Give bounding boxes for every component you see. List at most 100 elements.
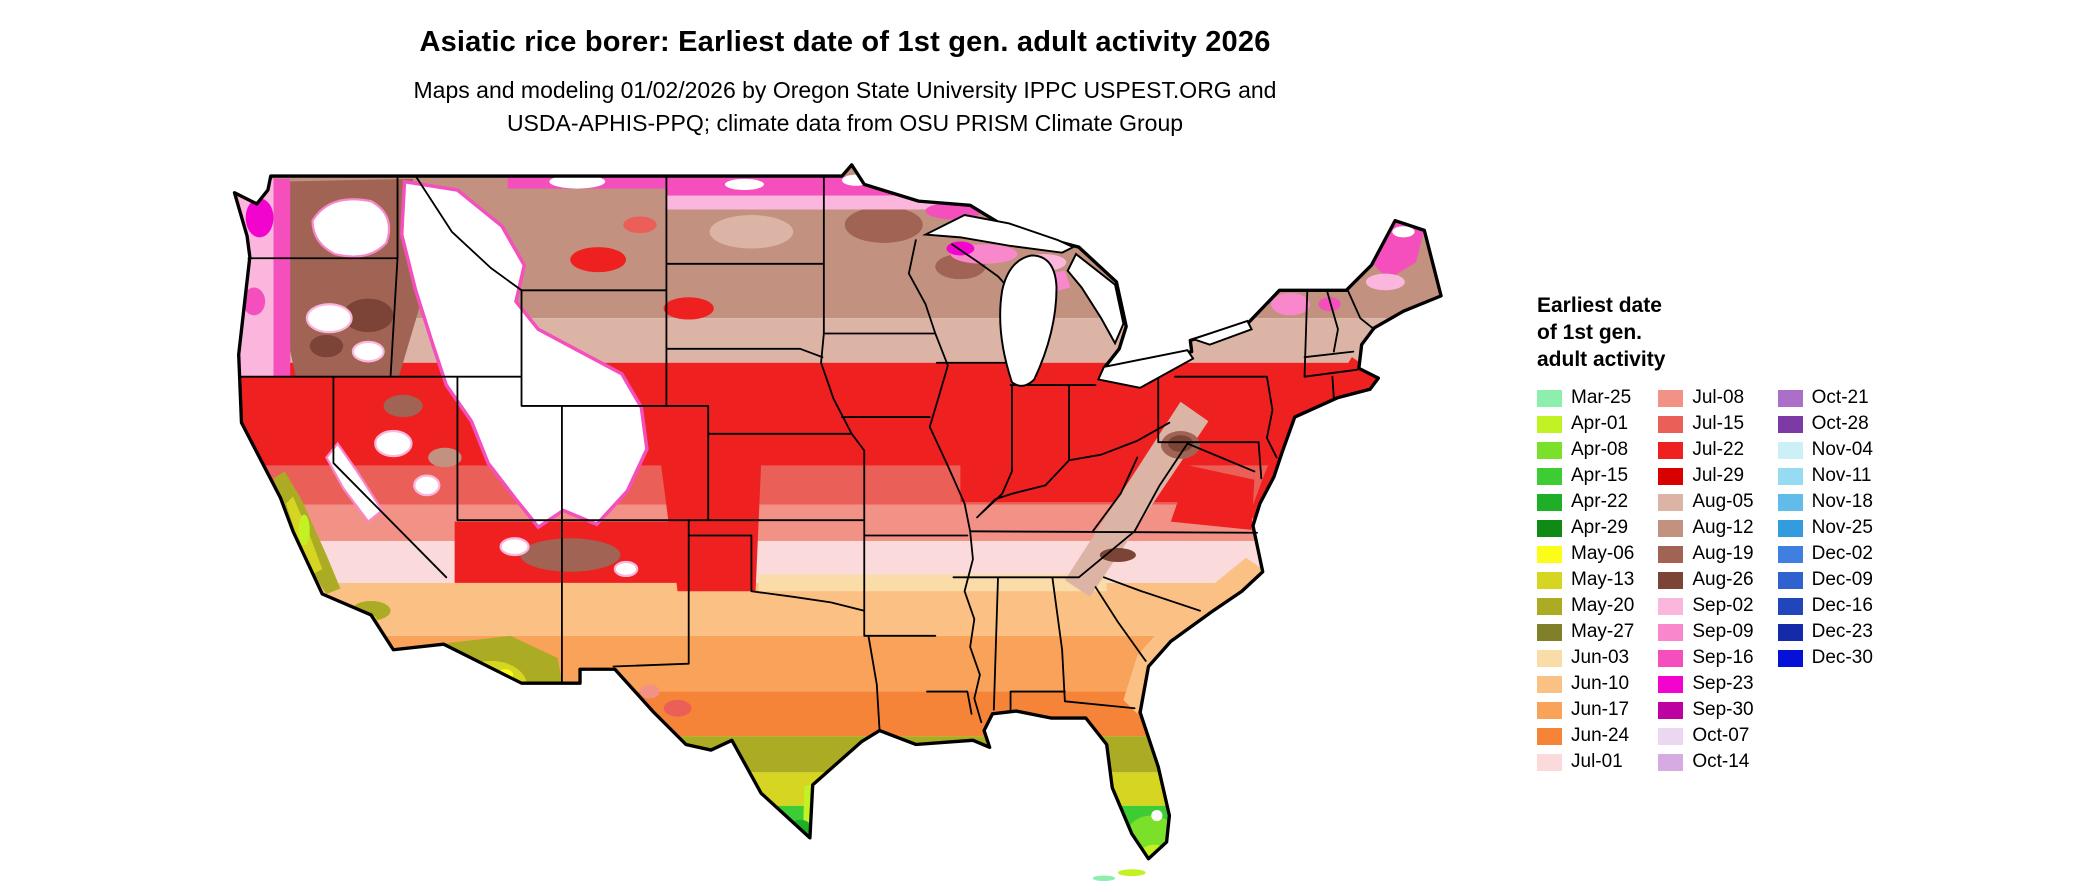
- legend-label: Jun-17: [1571, 699, 1630, 720]
- legend-label: Nov-18: [1811, 491, 1873, 512]
- legend-swatch: [1658, 467, 1684, 485]
- page-title: Asiatic rice borer: Earliest date of 1st…: [419, 26, 1271, 58]
- maine-no-data: [1392, 226, 1415, 238]
- legend-label: Nov-04: [1811, 439, 1873, 460]
- legend-label: Dec-02: [1811, 543, 1873, 564]
- region-central-valley-chartreuse: [298, 514, 310, 546]
- legend-swatch: [1777, 389, 1803, 407]
- nevada-no-data-2: [413, 474, 441, 497]
- region-montana-red-2: [623, 216, 657, 234]
- legend: Earliest date of 1st gen. adult activity…: [1537, 292, 1873, 775]
- legend-entry: Oct-07: [1658, 723, 1753, 749]
- legend-label: Aug-26: [1692, 569, 1754, 590]
- legend-entry: Nov-04: [1777, 437, 1873, 463]
- legend-swatch: [1537, 649, 1562, 667]
- band-orange: [234, 635, 1442, 692]
- legend-swatch: [1537, 623, 1562, 641]
- legend-swatch: [1777, 493, 1803, 511]
- region-west-texas-salmon: [639, 684, 660, 699]
- legend-entry: Aug-19: [1658, 541, 1754, 567]
- legend-entry: Nov-11: [1777, 463, 1873, 489]
- legend-swatch: [1658, 623, 1684, 641]
- region-montana-red: [570, 247, 627, 273]
- legend-swatch: [1658, 701, 1684, 719]
- region-maine-pink: [1365, 273, 1405, 291]
- legend-column-2: Jul-08 Jul-15 Jul-22 Jul-29 Aug-05 Aug-12 Aug-…: [1658, 385, 1754, 775]
- legend-entry: May-13: [1537, 567, 1634, 593]
- legend-label: Sep-09: [1692, 621, 1754, 642]
- legend-entry: Dec-30: [1777, 645, 1873, 671]
- legend-label: Apr-15: [1571, 465, 1629, 486]
- region-oregon-dark-brown-2: [309, 334, 344, 358]
- legend-label: Apr-29: [1571, 517, 1629, 538]
- legend-entry: Jul-08: [1658, 385, 1753, 411]
- florida-keys: [1092, 869, 1146, 882]
- band-central-red: [234, 362, 1442, 466]
- band-deep-green: [234, 842, 1442, 859]
- legend-entry: Nov-25: [1777, 515, 1873, 541]
- legend-swatch: [1777, 441, 1803, 459]
- legend-label: Apr-22: [1571, 491, 1629, 512]
- legend-label: Jun-03: [1571, 647, 1630, 668]
- region-virginia-red: [1170, 465, 1255, 530]
- band-deep-orange: [234, 691, 1442, 737]
- legend-label: Aug-05: [1692, 491, 1754, 512]
- region-cascades-magenta: [273, 178, 291, 377]
- legend-swatch: [1658, 753, 1684, 771]
- region-nevada-brown-2: [428, 447, 462, 468]
- legend-swatch: [1537, 519, 1562, 537]
- legend-swatch: [1537, 675, 1562, 693]
- region-ozark-wheat: [758, 574, 1107, 592]
- legend-label: Jul-22: [1692, 439, 1745, 460]
- legend-entry: May-20: [1537, 593, 1634, 619]
- region-vermont-magenta: [1318, 297, 1341, 312]
- legend-swatch: [1658, 493, 1684, 511]
- legend-entry: Apr-29: [1537, 515, 1634, 541]
- region-north-border-magenta: [666, 176, 975, 196]
- arizona-no-data-1: [499, 537, 530, 557]
- legend-entry: Aug-26: [1658, 567, 1754, 593]
- legend-entry: Aug-12: [1658, 515, 1754, 541]
- legend-label: Aug-19: [1692, 543, 1754, 564]
- legend-label: Nov-11: [1811, 465, 1872, 486]
- region-north-dakota-pale: [709, 215, 794, 249]
- legend-entry: Aug-05: [1658, 489, 1754, 515]
- legend-entry: Apr-22: [1537, 489, 1634, 515]
- state-borders: [239, 175, 1376, 732]
- band-yellow-green: [234, 772, 1442, 806]
- legend-label: Dec-09: [1811, 569, 1873, 590]
- subtitle-line-1: Maps and modeling 01/02/2026 by Oregon S…: [413, 77, 1277, 103]
- legend-label: Dec-23: [1811, 621, 1873, 642]
- new-mexico-no-data-1: [613, 560, 639, 578]
- legend-entry: Jul-15: [1658, 411, 1753, 437]
- legend-swatch: [1658, 519, 1684, 537]
- legend-entry: Sep-16: [1658, 645, 1754, 671]
- legend-label: May-20: [1571, 595, 1635, 616]
- legend-entry: Dec-02: [1777, 541, 1873, 567]
- region-arizona-sw-chartreuse: [463, 683, 497, 706]
- legend-label: Oct-14: [1692, 751, 1750, 772]
- florida-keys-dash-1: [1117, 869, 1146, 877]
- lake-superior: [921, 214, 1076, 254]
- region-oregon-dark-brown: [343, 298, 394, 333]
- legend-swatch: [1777, 467, 1803, 485]
- lake-huron: [1066, 252, 1125, 346]
- legend-entry: Apr-01: [1537, 411, 1634, 437]
- legend-entry: Oct-14: [1658, 749, 1753, 775]
- legend-label: Jun-10: [1571, 673, 1630, 694]
- region-texas-panhandle-red: [660, 463, 762, 592]
- legend-entry: Oct-28: [1777, 411, 1873, 437]
- legend-swatch: [1537, 493, 1562, 511]
- legend-swatch: [1777, 597, 1803, 615]
- rockies-no-data-region: [399, 179, 649, 530]
- legend-label: Aug-12: [1692, 517, 1754, 538]
- legend-swatch: [1537, 701, 1562, 719]
- legend-title-line-1: Earliest date: [1537, 294, 1662, 317]
- legend-swatch: [1537, 571, 1562, 589]
- legend-swatch: [1537, 753, 1562, 771]
- legend-label: Nov-25: [1811, 517, 1873, 538]
- legend-label: Mar-25: [1571, 387, 1632, 408]
- region-puget-magenta: [245, 198, 274, 238]
- band-salmon: [234, 504, 1442, 542]
- legend-label: Sep-16: [1692, 647, 1754, 668]
